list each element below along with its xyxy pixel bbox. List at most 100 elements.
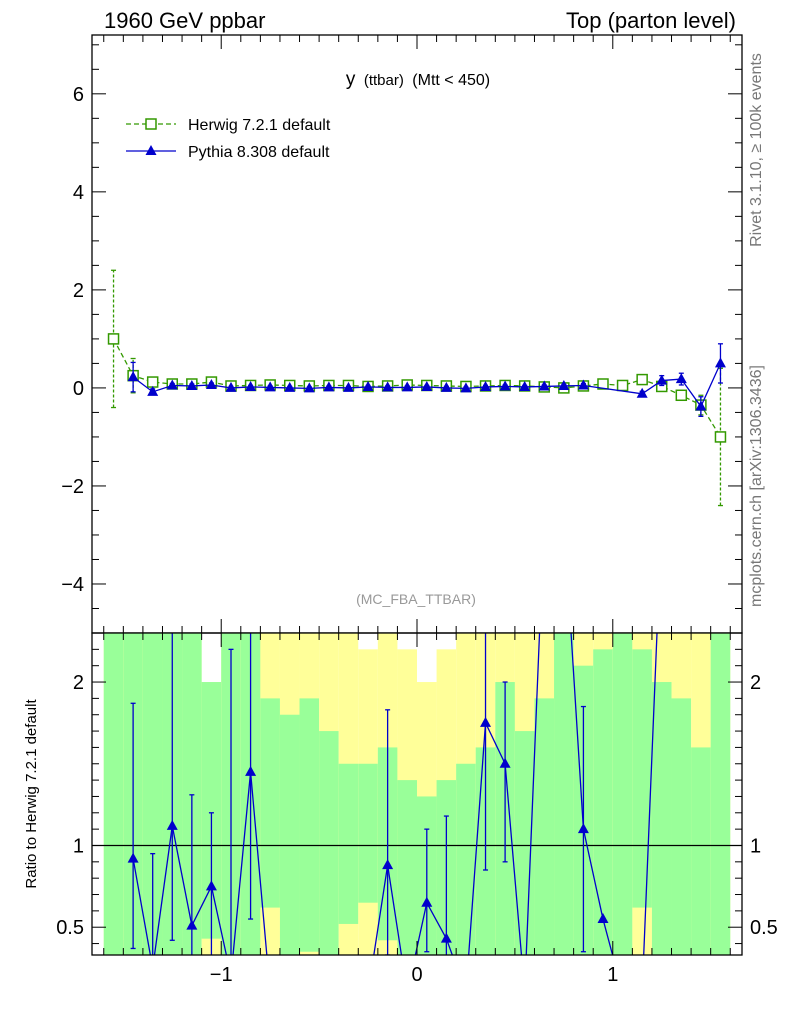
y-tick-label-right: 1 [750, 835, 761, 857]
data-point-herwig [107, 333, 120, 345]
data-point-herwig [636, 373, 648, 386]
ratio-point [205, 880, 217, 891]
green-band [534, 698, 555, 955]
green-band [651, 682, 672, 955]
green-band [632, 649, 652, 908]
data-point-pythia [460, 382, 472, 393]
data-point-pythia [245, 380, 257, 391]
legend: Herwig 7.2.1 default Pythia 8.308 default [126, 117, 331, 161]
data-point-herwig [714, 431, 727, 443]
data-point-herwig [146, 376, 159, 388]
ratio-point [440, 932, 452, 943]
x-tick-label: 0 [411, 964, 422, 986]
data-point-herwig [597, 378, 609, 390]
data-point-pythia [714, 357, 726, 368]
green-band [358, 763, 378, 903]
data-point-pythia [440, 381, 452, 392]
y-tick-label: 2 [73, 280, 84, 302]
data-point-pythia [480, 380, 492, 391]
rivet-label: Rivet 3.1.10, ≥ 100k events [748, 53, 765, 247]
main-plot: −4 −2 0 2 4 6 y (ttbar) (Mtt < 450) (MC_FBA_T… [61, 34, 743, 634]
data-point-pythia [577, 379, 589, 390]
data-point-pythia [342, 381, 354, 392]
data-point-herwig [675, 389, 688, 402]
green-band [319, 731, 339, 955]
ratio-point [597, 913, 609, 924]
data-point-pythia [127, 371, 139, 382]
data-point-pythia [147, 385, 159, 396]
green-band [279, 714, 300, 955]
data-point-herwig [616, 379, 629, 392]
legend-label: Herwig 7.2.1 default [188, 117, 331, 134]
title-rest: (Mtt < 450) [412, 72, 490, 89]
data-point-pythia [186, 379, 198, 390]
green-band [103, 633, 124, 955]
green-band [593, 649, 613, 955]
data-point-pythia [225, 381, 237, 392]
green-band [554, 633, 574, 955]
legend-label: Pythia 8.308 default [188, 144, 330, 161]
ratio-point [127, 852, 139, 863]
mcplots-label: mcplots.cern.ch [arXiv:1306.3436] [748, 365, 765, 607]
data-point-pythia [519, 380, 531, 391]
green-band [710, 633, 731, 955]
y-tick-label: 0.5 [56, 917, 84, 939]
green-band [397, 780, 417, 955]
green-band [201, 682, 222, 939]
green-band [671, 698, 692, 955]
data-point-pythia [499, 380, 511, 391]
y-tick-label: −4 [61, 574, 84, 596]
legend-marker [145, 145, 157, 155]
data-point-pythia [636, 387, 648, 398]
green-band [456, 763, 476, 955]
green-band [182, 633, 202, 955]
ratio-point [499, 757, 511, 768]
x-tick-label: 1 [607, 964, 618, 986]
data-point-pythia [538, 380, 550, 391]
green-band [260, 698, 280, 908]
data-point-pythia [382, 381, 394, 392]
y-tick-label: 4 [73, 182, 84, 204]
data-point-pythia [695, 400, 707, 411]
green-band [691, 747, 711, 955]
title-main: y [346, 69, 356, 90]
data-point-pythia [558, 379, 570, 390]
watermark: (MC_FBA_TTBAR) [356, 591, 476, 607]
green-band [612, 633, 633, 955]
plot-title: y (ttbar) (Mtt < 450) [346, 69, 490, 90]
y-tick-label-right: 2 [750, 672, 761, 694]
ratio-series-line [132, 633, 658, 955]
series-line-0 [112, 338, 722, 438]
green-band [514, 731, 535, 955]
header-right: Top (parton level) [566, 8, 736, 33]
data-point-pythia [205, 378, 217, 389]
data-point-pythia [421, 380, 433, 391]
green-band [299, 698, 320, 952]
ratio-point [577, 823, 589, 834]
y-tick-label: 0 [73, 378, 84, 400]
data-point-pythia [656, 374, 668, 385]
data-point-pythia [303, 382, 315, 393]
ratio-point [421, 896, 433, 907]
y-tick-label-right: 0.5 [750, 917, 778, 939]
data-point-pythia [264, 381, 276, 392]
y-tick-label: 1 [73, 835, 84, 857]
green-band [338, 763, 359, 924]
y-tick-label: 6 [73, 84, 84, 106]
data-point-pythia [675, 373, 687, 384]
header-left: 1960 GeV ppbar [104, 8, 265, 33]
data-point-pythia [401, 381, 413, 392]
ratio-point [480, 716, 492, 727]
ratio-point [245, 765, 257, 776]
data-point-pythia [323, 381, 335, 392]
title-paren: (ttbar) [364, 72, 404, 89]
ratio-point [166, 819, 178, 830]
ratio-point [382, 859, 394, 870]
ratio-point [186, 919, 198, 930]
y-tick-label: −2 [61, 476, 84, 498]
ratio-ylabel: Ratio to Herwig 7.2.1 default [23, 699, 40, 889]
green-band [142, 633, 163, 955]
x-tick-label: −1 [210, 964, 233, 986]
data-point-pythia [284, 381, 296, 392]
